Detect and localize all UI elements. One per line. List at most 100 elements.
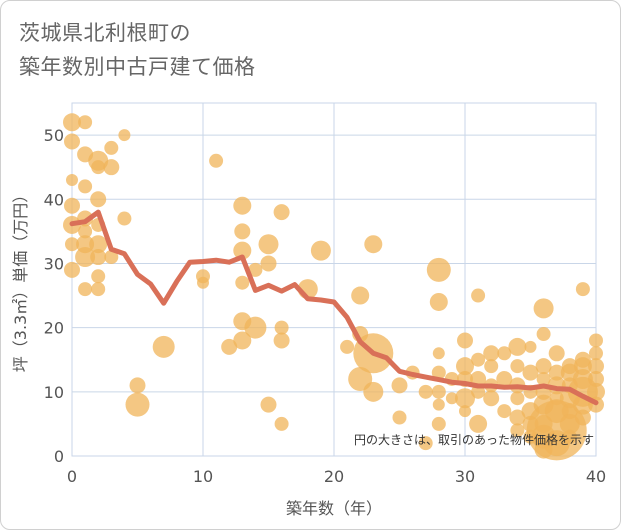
bubble-point (510, 391, 525, 406)
bubble-point (575, 282, 590, 297)
bubble-point (483, 345, 500, 362)
bubble-point (248, 262, 263, 277)
bubble-point (104, 140, 119, 155)
x-tick-label: 20 (324, 467, 344, 486)
bubble-point (432, 398, 445, 411)
bubble-point (536, 327, 551, 342)
bubble-point (91, 269, 106, 284)
bubble-point (64, 261, 80, 278)
bubble-point (588, 358, 604, 375)
x-tick-label: 30 (455, 467, 475, 486)
bubble-point (457, 332, 473, 349)
bubble-point (429, 292, 448, 311)
bubble-point (233, 196, 252, 215)
bubble-point (129, 377, 146, 394)
y-tick-label: 40 (44, 190, 64, 209)
bubble-point (497, 404, 512, 419)
bubble-point (78, 115, 93, 130)
bubble-point (589, 346, 603, 361)
bubble-point (235, 275, 250, 290)
bubble-point (484, 359, 499, 374)
bubble-point (431, 365, 446, 380)
bubble-point (260, 396, 277, 413)
bubble-point (471, 352, 486, 367)
bubble-point (273, 332, 290, 349)
bubble-point (536, 371, 551, 386)
bubble-point (233, 331, 252, 350)
y-tick-label: 10 (44, 383, 64, 402)
x-tick-label: 10 (193, 467, 213, 486)
bubble-point (75, 247, 96, 268)
bubble-point (65, 237, 79, 252)
bubble-point (483, 390, 500, 407)
bubble-point (260, 255, 277, 272)
bubble-point (233, 241, 252, 260)
x-axis-title: 築年数（年） (286, 499, 382, 518)
chart-title-line1: 茨城県北利根町の (19, 21, 191, 45)
chart-title: 茨城県北利根町の 築年数別中古戸建て価格 (19, 16, 256, 84)
bubble-point (469, 414, 488, 433)
bubble-point (535, 358, 552, 375)
y-tick-label: 50 (44, 126, 64, 145)
bubble-point (392, 410, 407, 425)
bubble-point (351, 286, 370, 305)
y-tick-label: 0 (54, 447, 64, 466)
bubble-point (418, 436, 433, 451)
x-axis-ticks: 0 10 20 30 40 (67, 467, 606, 486)
bubble-point (562, 429, 577, 444)
bubble-point (533, 298, 554, 319)
trend-line (69, 209, 599, 406)
bubble-point (78, 224, 93, 239)
bubble-point (273, 204, 290, 221)
bubble-point (78, 282, 93, 297)
bubble-point (574, 409, 591, 426)
bubble-point (258, 234, 279, 255)
bubble-point (104, 250, 119, 265)
bubble-point (431, 416, 446, 431)
bubble-point (496, 370, 513, 387)
bubble-point (118, 129, 131, 142)
bubble-point (64, 133, 80, 150)
bubble-point (364, 235, 383, 254)
size-note: 円の大きさは、取引のあった物件価格を示す (354, 432, 594, 447)
bubble-point (510, 359, 525, 374)
bubble-point (455, 388, 475, 409)
bubble-point (91, 282, 106, 297)
y-axis-title: 坪（3.3㎡）単価（万円） (11, 187, 30, 372)
bubble-point (587, 382, 605, 401)
bubble-point (64, 197, 80, 214)
bubble-point (363, 381, 384, 402)
bubble-point (431, 384, 446, 399)
bubble-point (471, 288, 486, 303)
bubble-layer (63, 113, 605, 461)
bubble-point (445, 392, 458, 405)
bubble-point (522, 364, 539, 381)
bubble-point (559, 413, 580, 434)
bubble-point (497, 346, 512, 361)
x-tick-label: 40 (586, 467, 606, 486)
bubble-point (459, 405, 471, 418)
bubble-point (152, 335, 175, 358)
y-tick-label: 30 (44, 254, 64, 273)
bubble-point (340, 339, 355, 354)
y-tick-label: 20 (44, 319, 64, 338)
bubble-point (508, 337, 527, 356)
bubble-point (117, 211, 132, 226)
bubble-point (103, 159, 120, 176)
bubble-point (89, 235, 108, 254)
bubble-point (509, 409, 526, 426)
bubble-point (78, 179, 93, 194)
bubble-point (456, 357, 474, 376)
bubble-point (91, 160, 106, 175)
bubble-point (589, 333, 603, 348)
bubble-point (548, 364, 565, 381)
bubble-point (125, 392, 150, 417)
bubble-point (274, 320, 289, 335)
bubble-point (391, 377, 408, 394)
bubble-point (524, 340, 537, 353)
bubble-point (63, 113, 81, 132)
bubble-point (209, 153, 224, 168)
bubble-point (426, 257, 451, 282)
y-axis-ticks: 0 10 20 30 40 50 (44, 126, 64, 466)
